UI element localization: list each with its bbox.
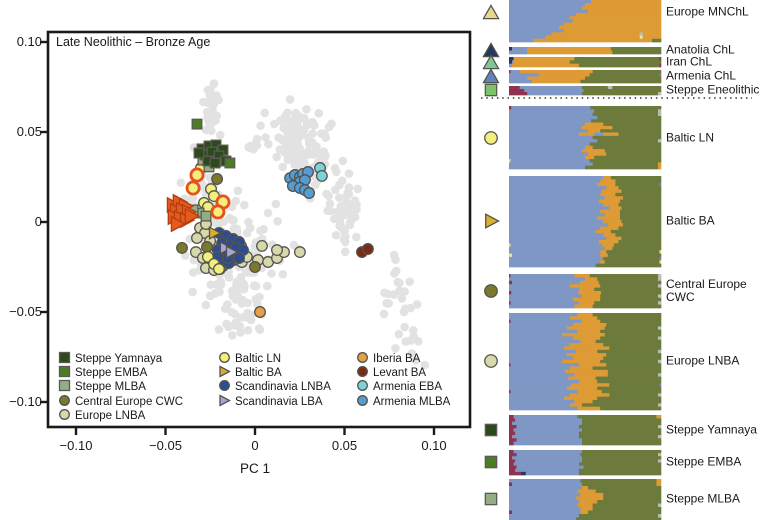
x-tick-label: 0.05 bbox=[331, 438, 358, 453]
legend-item-label: Iberia BA bbox=[373, 353, 421, 365]
legend-item-label: Baltic LN bbox=[235, 353, 282, 365]
iberia-ba-swatch-icon bbox=[357, 352, 368, 363]
y-tick-label: 0 bbox=[34, 214, 42, 229]
legend-item-label: Steppe EMBA bbox=[75, 367, 148, 380]
legend-item-steppe-yamnaya: Steppe Yamnaya bbox=[58, 351, 162, 365]
pca-series-steppe-yamnaya bbox=[193, 139, 232, 169]
legend-item-label: Steppe MLBA bbox=[75, 381, 146, 394]
y-tick-label: −0.05 bbox=[9, 304, 42, 319]
baltic-ln-swatch-icon bbox=[219, 352, 230, 363]
pca-series-steppe-emba bbox=[191, 118, 236, 169]
admixture-bars-steppe-mlba bbox=[509, 479, 662, 520]
admixture-marker-10 bbox=[484, 455, 498, 469]
admixture-bars-baltic-ba bbox=[509, 176, 662, 268]
steppe-yamnaya-swatch-icon bbox=[58, 351, 71, 364]
pca-series-levant-ba bbox=[356, 243, 374, 259]
admixture-marker-8 bbox=[484, 354, 498, 368]
admixture-group-label: Steppe Yamnaya bbox=[666, 422, 757, 437]
admixture-marker-11 bbox=[484, 492, 498, 506]
legend-item-label: Scandinavia LBA bbox=[235, 395, 323, 408]
admixture-group-label: Steppe MLBA bbox=[666, 491, 741, 506]
admixture-bars-steppe-emba bbox=[509, 450, 662, 476]
legend-item-armenia-mlba: Armenia MLBA bbox=[356, 394, 450, 408]
admixture-group-label: Baltic BA bbox=[666, 213, 715, 228]
legend-item-steppe-mlba: Steppe MLBA bbox=[58, 379, 146, 393]
pca-series-baltic-ln-new-samples- bbox=[185, 167, 231, 220]
admixture-bars-armenia-chl bbox=[509, 70, 662, 84]
legend-item-steppe-emba: Steppe EMBA bbox=[58, 365, 147, 379]
legend-item-label: Armenia EBA bbox=[373, 381, 443, 394]
admixture-marker-3 bbox=[482, 68, 500, 84]
admixture-bars-baltic-ln bbox=[509, 106, 662, 170]
admixture-group-label: Iran ChL bbox=[666, 54, 713, 69]
admixture-group-label: Steppe Eneolithic bbox=[666, 82, 760, 97]
pca-background-points bbox=[171, 79, 430, 370]
pca-series-armenia-eba bbox=[314, 162, 328, 182]
x-tick-label: −0.05 bbox=[149, 438, 182, 453]
admixture-bars-europe-mnchl bbox=[509, 0, 662, 43]
admixture-bars-europe-lnba bbox=[509, 313, 662, 411]
legend-item-iberia-ba: Iberia BA bbox=[356, 351, 420, 365]
steppe-emba-swatch-icon bbox=[58, 366, 71, 378]
admixture-bars-iran-chl bbox=[509, 57, 662, 68]
admixture-group-label: Europe MNChL bbox=[666, 4, 749, 19]
legend-item-label: Armenia MLBA bbox=[373, 395, 451, 408]
legend-item-label: Europe LNBA bbox=[75, 409, 146, 422]
admixture-group-label: Central Europe CWC bbox=[666, 277, 747, 304]
admixture-group-label: Baltic LN bbox=[666, 130, 715, 145]
legend-item-baltic-ln: Baltic LN bbox=[218, 351, 281, 365]
legend-item-levant-ba: Levant BA bbox=[356, 365, 426, 379]
x-tick-label: 0 bbox=[251, 438, 259, 453]
steppe-mlba-swatch-icon bbox=[58, 380, 71, 392]
pca-series-armenia-mlba bbox=[284, 166, 316, 199]
central-europe-cwc-swatch-icon bbox=[59, 394, 70, 406]
x-tick-label: −0.10 bbox=[59, 438, 93, 453]
admixture-marker-2 bbox=[482, 54, 500, 70]
europe-lnba-swatch-icon bbox=[59, 408, 70, 420]
admixture-marker-7 bbox=[484, 284, 498, 298]
admixture-bars-central-europe-cwc bbox=[509, 274, 662, 309]
pca-panel-title: Late Neolithic – Bronze Age bbox=[56, 35, 211, 49]
admixture-marker-9 bbox=[484, 423, 498, 437]
admixture-group-label: Europe LNBA bbox=[666, 353, 740, 368]
legend-item-label: Steppe Yamnaya bbox=[75, 353, 163, 365]
admixture-marker-6 bbox=[485, 213, 500, 229]
pca-series-baltic-ba-new-samples- bbox=[166, 193, 201, 233]
scandinavia-lba-swatch-icon bbox=[219, 394, 231, 407]
admixture-group-label: Anatolia ChL bbox=[666, 42, 735, 57]
scandinavia-lnba-swatch-icon bbox=[219, 380, 230, 392]
y-tick-label: 0.05 bbox=[16, 124, 42, 139]
admixture-marker-5 bbox=[484, 131, 498, 145]
legend-item-baltic-ba: Baltic BA bbox=[218, 365, 282, 379]
armenia-mlba-swatch-icon bbox=[357, 394, 368, 406]
pca-x-axis-label: PC 1 bbox=[239, 461, 270, 476]
legend-item-central-europe-cwc: Central Europe CWC bbox=[58, 394, 183, 408]
legend-item-armenia-eba: Armenia EBA bbox=[356, 379, 442, 393]
y-tick-label: −0.10 bbox=[9, 394, 42, 409]
legend-item-label: Scandinavia LNBA bbox=[235, 381, 331, 394]
admixture-group-label: Armenia ChL bbox=[666, 68, 737, 83]
legend-item-label: Central Europe CWC bbox=[75, 395, 184, 408]
x-tick-label: 0.10 bbox=[421, 438, 447, 453]
admixture-bars-anatolia-chl bbox=[509, 47, 662, 55]
admixture-group-label: Steppe EMBA bbox=[666, 454, 742, 469]
legend-item-scandinavia-lba: Scandinavia LBA bbox=[218, 394, 323, 408]
legend-item-label: Baltic BA bbox=[235, 367, 282, 380]
armenia-eba-swatch-icon bbox=[357, 380, 368, 392]
levant-ba-swatch-icon bbox=[357, 366, 368, 378]
legend-item-europe-lnba: Europe LNBA bbox=[58, 408, 145, 422]
admixture-marker-4 bbox=[484, 83, 498, 97]
legend-item-scandinavia-lnba: Scandinavia LNBA bbox=[218, 379, 331, 393]
admixture-bars-steppe-yamnaya bbox=[509, 415, 662, 446]
legend-item-label: Levant BA bbox=[373, 367, 427, 380]
pca-series-scandinavia-lba bbox=[219, 241, 239, 259]
baltic-ba-swatch-icon bbox=[219, 365, 231, 378]
admixture-marker-0 bbox=[482, 4, 500, 20]
pca-series-iberia-ba bbox=[254, 306, 266, 318]
y-tick-label: 0.10 bbox=[16, 34, 42, 49]
admixture-bars-steppe-eneolithic bbox=[509, 86, 662, 96]
